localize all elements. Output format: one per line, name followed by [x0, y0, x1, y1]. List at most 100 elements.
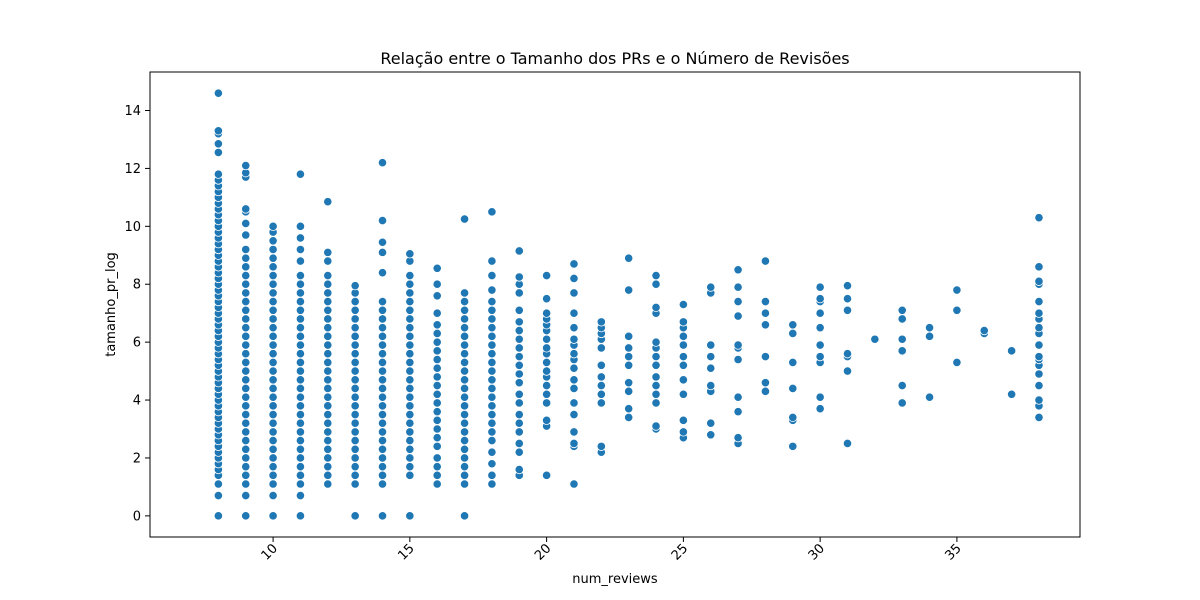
chart-title: Relação entre o Tamanho dos PRs e o Núme… [380, 49, 849, 68]
data-point [323, 401, 333, 411]
data-point [733, 282, 743, 292]
data-point [1034, 213, 1044, 223]
data-point [295, 366, 306, 376]
data-point [733, 392, 743, 402]
data-point [569, 349, 579, 359]
data-point [405, 401, 415, 411]
data-point [323, 435, 333, 446]
data-point [569, 259, 579, 269]
data-point [377, 349, 388, 359]
data-point [459, 453, 470, 463]
data-point [241, 435, 251, 446]
data-point [295, 256, 306, 266]
data-point [323, 470, 333, 480]
data-point [815, 392, 825, 402]
data-point [295, 435, 306, 446]
data-point [733, 433, 743, 443]
data-point [323, 270, 333, 281]
data-point [487, 270, 497, 281]
data-point [678, 375, 688, 385]
data-point [459, 409, 470, 420]
data-point [678, 331, 688, 341]
data-point [377, 366, 388, 376]
data-point [350, 375, 360, 385]
data-point [268, 392, 278, 402]
data-point [350, 409, 360, 420]
data-point [1034, 380, 1044, 391]
data-point [268, 314, 278, 324]
y-axis-label: tamanho_pr_log [104, 252, 119, 357]
data-point [377, 401, 388, 411]
data-point [487, 375, 497, 385]
data-point [487, 366, 497, 376]
data-point [624, 386, 634, 396]
data-point [268, 409, 278, 420]
data-point [1034, 308, 1044, 318]
data-point [733, 296, 743, 307]
data-point [268, 262, 278, 272]
data-point [241, 349, 251, 359]
data-point [651, 380, 661, 391]
data-point [624, 331, 634, 341]
data-point [842, 438, 853, 449]
data-point [213, 511, 223, 521]
data-point [323, 383, 333, 394]
data-point [459, 331, 470, 341]
data-point [241, 253, 251, 263]
data-point [213, 169, 223, 179]
data-point [350, 511, 360, 521]
data-point [432, 479, 442, 489]
data-point [377, 427, 388, 437]
data-point [1034, 323, 1044, 333]
data-point [268, 279, 278, 289]
data-point [624, 412, 634, 423]
data-point [1034, 369, 1044, 379]
data-point [350, 296, 360, 307]
data-point [678, 427, 688, 437]
data-point [459, 305, 470, 315]
data-point [569, 334, 579, 344]
plot-frame [149, 71, 1081, 538]
data-point [432, 415, 442, 425]
points-layer [213, 88, 1044, 521]
data-point [596, 360, 606, 370]
data-point [733, 407, 743, 417]
data-point [377, 305, 388, 315]
data-point [241, 375, 251, 385]
data-point [432, 328, 442, 339]
data-point [432, 398, 442, 408]
data-point [241, 279, 251, 289]
data-point [295, 357, 306, 368]
data-point [268, 270, 278, 281]
data-point [295, 511, 306, 521]
data-point [295, 270, 306, 281]
data-point [350, 383, 360, 394]
data-point [295, 340, 306, 350]
data-point [459, 375, 470, 385]
data-point [377, 418, 388, 428]
data-point [459, 340, 470, 350]
data-point [459, 401, 470, 411]
data-point [788, 412, 798, 423]
data-point [842, 349, 853, 359]
data-point [241, 262, 251, 272]
data-point [350, 453, 360, 463]
data-point [733, 311, 743, 321]
data-point [514, 418, 524, 428]
data-point [459, 392, 470, 402]
data-point [596, 398, 606, 408]
data-point [1007, 389, 1017, 399]
data-point [651, 360, 661, 370]
data-point [651, 372, 661, 382]
data-point [651, 279, 661, 289]
data-point [405, 314, 415, 324]
data-point [487, 331, 497, 341]
data-point [514, 389, 524, 399]
data-point [323, 247, 333, 257]
data-point [323, 296, 333, 307]
data-point [596, 343, 606, 353]
data-point [487, 459, 497, 469]
data-point [241, 418, 251, 428]
data-point [733, 354, 743, 365]
data-point [815, 308, 825, 318]
